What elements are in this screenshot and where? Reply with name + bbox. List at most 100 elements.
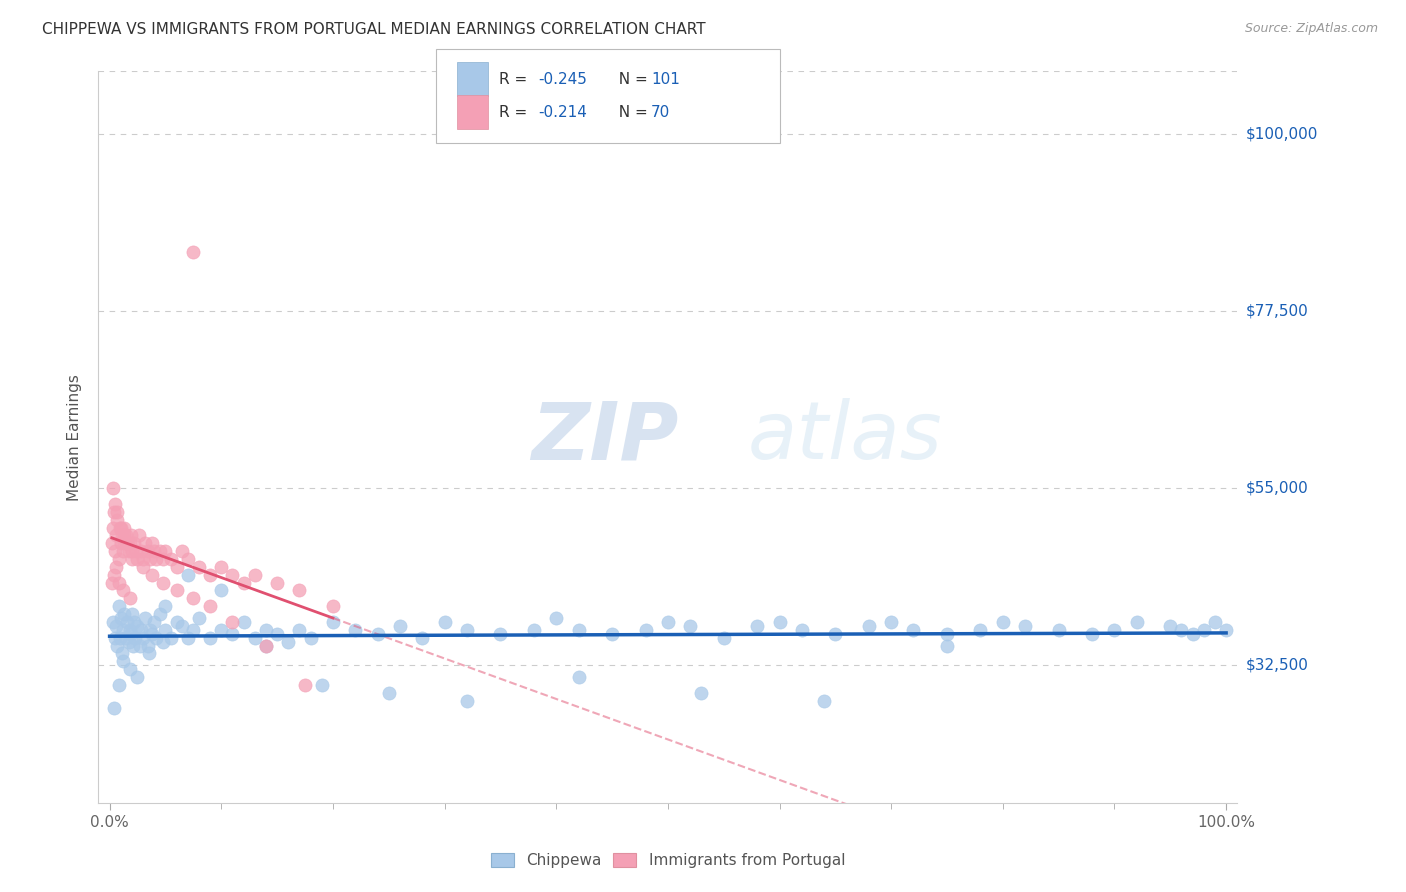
Point (567, 623, 589, 637)
Point (198, 631, 221, 645)
Point (288, 583, 311, 598)
Point (1204, 615, 1226, 629)
Text: $77,500: $77,500 (1246, 304, 1309, 318)
Text: 101: 101 (651, 72, 681, 87)
Text: -0.245: -0.245 (538, 72, 588, 87)
Point (122, 639, 145, 653)
Point (679, 619, 702, 633)
Point (858, 619, 880, 633)
Point (139, 552, 162, 566)
Point (101, 520, 124, 534)
Point (132, 552, 155, 566)
Point (232, 615, 254, 629)
Point (232, 575, 254, 590)
Point (600, 626, 623, 640)
Point (120, 626, 142, 640)
Point (115, 631, 138, 645)
Point (127, 619, 149, 633)
Point (713, 631, 735, 645)
Point (118, 536, 141, 550)
Point (183, 591, 205, 606)
Point (266, 575, 288, 590)
Point (243, 567, 266, 582)
Point (111, 654, 134, 668)
Point (166, 583, 188, 598)
Point (221, 567, 243, 582)
Point (108, 631, 131, 645)
Point (115, 528, 138, 542)
Point (121, 552, 143, 566)
Point (880, 615, 903, 629)
Point (936, 639, 959, 653)
Point (433, 615, 456, 629)
Point (1170, 623, 1192, 637)
Point (209, 559, 232, 574)
Point (134, 611, 156, 625)
Point (117, 615, 139, 629)
Point (177, 631, 200, 645)
Point (103, 567, 125, 582)
Point (367, 626, 389, 640)
Point (177, 552, 200, 566)
Point (288, 623, 311, 637)
Text: -0.214: -0.214 (538, 105, 588, 120)
Point (1192, 623, 1215, 637)
Point (124, 631, 146, 645)
Point (138, 646, 160, 660)
Text: CHIPPEWA VS IMMIGRANTS FROM PORTUGAL MEDIAN EARNINGS CORRELATION CHART: CHIPPEWA VS IMMIGRANTS FROM PORTUGAL MED… (42, 22, 706, 37)
Point (183, 623, 205, 637)
Point (117, 544, 139, 558)
Point (118, 623, 141, 637)
Text: N =: N = (609, 72, 652, 87)
Point (152, 575, 174, 590)
Point (141, 567, 163, 582)
Point (112, 607, 135, 621)
Point (969, 623, 991, 637)
Point (111, 544, 134, 558)
Point (1014, 619, 1036, 633)
Point (107, 505, 129, 519)
Point (107, 639, 129, 653)
Point (104, 544, 127, 558)
Point (101, 536, 124, 550)
Point (294, 678, 316, 692)
Point (145, 631, 167, 645)
Point (747, 619, 769, 633)
Point (112, 520, 135, 534)
Point (254, 623, 277, 637)
Text: 70: 70 (651, 105, 671, 120)
Point (105, 528, 128, 542)
Point (107, 552, 129, 566)
Point (768, 615, 790, 629)
Point (125, 544, 148, 558)
Point (311, 678, 333, 692)
Point (172, 544, 194, 558)
Point (107, 678, 129, 692)
Point (813, 693, 835, 707)
Text: $100,000: $100,000 (1246, 127, 1317, 142)
Text: R =: R = (499, 72, 533, 87)
Point (139, 623, 162, 637)
Point (121, 544, 143, 558)
Point (209, 623, 232, 637)
Point (118, 591, 141, 606)
Point (1159, 619, 1181, 633)
Y-axis label: Median Earnings: Median Earnings (67, 374, 83, 500)
Point (104, 497, 127, 511)
Legend: Chippewa, Immigrants from Portugal: Chippewa, Immigrants from Portugal (491, 854, 845, 868)
Point (344, 623, 367, 637)
Text: ZIP: ZIP (531, 398, 679, 476)
Point (299, 631, 322, 645)
Point (122, 615, 145, 629)
Point (105, 559, 128, 574)
Point (108, 520, 131, 534)
Point (152, 552, 174, 566)
Point (903, 623, 925, 637)
Point (187, 611, 209, 625)
Point (141, 626, 163, 640)
Point (456, 693, 478, 707)
Point (198, 567, 221, 582)
Point (1126, 615, 1149, 629)
Point (111, 623, 134, 637)
Text: Source: ZipAtlas.com: Source: ZipAtlas.com (1244, 22, 1378, 36)
